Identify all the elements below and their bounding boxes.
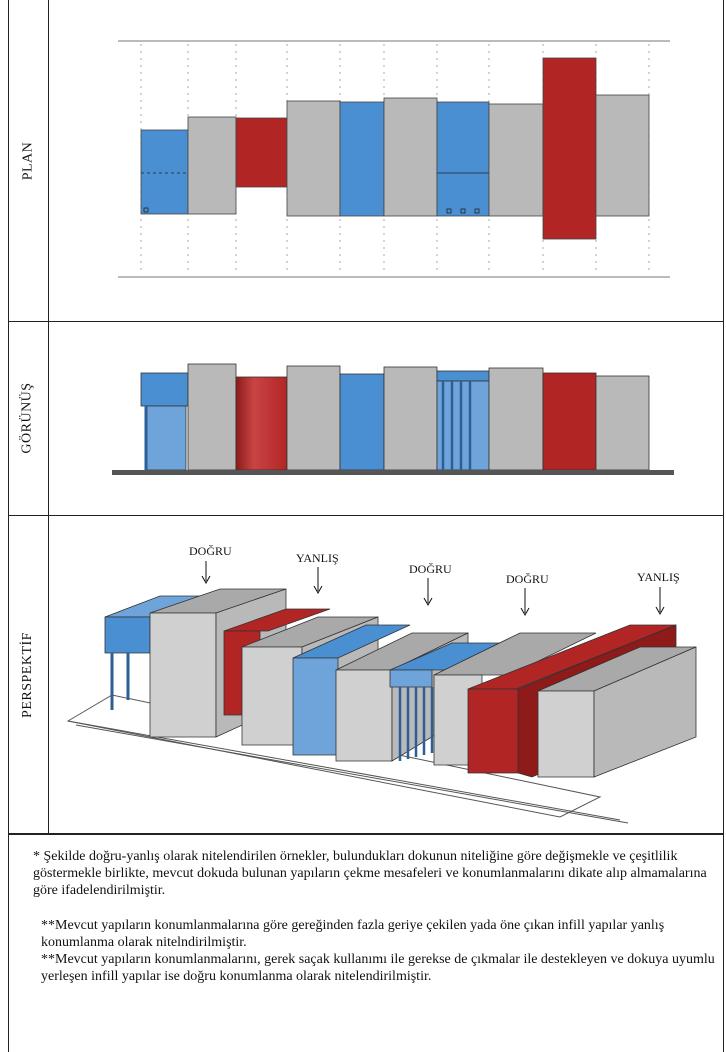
row-divider-plan-elevation xyxy=(8,321,724,322)
plan-building-10 xyxy=(595,94,650,217)
annotation-label-1: DOĞRU xyxy=(189,544,232,558)
elevation-building-10 xyxy=(595,375,650,471)
elevation-building-8 xyxy=(488,367,544,471)
notes-section: * Şekilde doğru-yanlış olarak nitelendir… xyxy=(8,834,724,1052)
elevation-building-5 xyxy=(339,373,385,471)
elevation-building-3 xyxy=(235,376,288,471)
perspective-building-9-front xyxy=(467,688,519,774)
elevation-building-4 xyxy=(286,365,341,471)
row-divider-perspective-notes xyxy=(8,834,724,835)
annotation-arrow-3 xyxy=(423,597,433,607)
elevation-ground-line xyxy=(112,470,674,475)
note-1: * Şekilde doğru-yanlış olarak nitelendir… xyxy=(33,849,707,898)
note-3: **Mevcut yapıların konumlanmalarını, ger… xyxy=(41,952,715,984)
perspective-building-6-front xyxy=(335,669,393,762)
plan-building-4 xyxy=(286,100,341,217)
plan-building-8 xyxy=(488,103,544,217)
note-2: **Mevcut yapıların konumlanmalarına göre… xyxy=(41,918,665,950)
perspective-building-5-front xyxy=(292,657,339,756)
elevation-building-2 xyxy=(187,363,237,471)
elevation-building-6 xyxy=(383,366,438,471)
elevation-building-1-body xyxy=(145,405,187,471)
plan-building-3 xyxy=(235,117,288,188)
plan-building-7 xyxy=(436,101,490,217)
perspective-building-2-front xyxy=(149,612,217,738)
annotation-label-4: DOĞRU xyxy=(506,572,549,586)
perspective-building-10-front xyxy=(537,690,595,778)
plan-building-6 xyxy=(383,97,438,217)
elevation-drawing xyxy=(112,363,674,475)
annotation-arrow-4 xyxy=(520,607,530,617)
annotation-arrow-1 xyxy=(201,575,211,585)
plan-building-2 xyxy=(187,116,237,215)
elevation-building-7-body xyxy=(436,380,490,471)
annotation-arrow-2 xyxy=(313,585,323,595)
annotation-label-3: DOĞRU xyxy=(409,562,452,576)
annotation-label-2: YANLIŞ xyxy=(296,551,339,565)
plan-building-9 xyxy=(542,57,597,240)
plan-building-1 xyxy=(140,129,189,215)
elevation-building-7-eave xyxy=(436,370,490,382)
perspective-annotations: DOĞRU YANLIŞ DOĞRU DOĞRU YANLIŞ xyxy=(189,544,680,617)
plan-building-5 xyxy=(339,101,385,217)
perspective-drawing: DOĞRU YANLIŞ DOĞRU DOĞRU YANLIŞ xyxy=(66,544,697,824)
perspective-building-7-front xyxy=(389,669,433,688)
perspective-building-8-roof xyxy=(433,632,597,676)
label-column-divider xyxy=(48,0,49,834)
elevation-building-9 xyxy=(542,372,597,471)
perspective-building-1-front xyxy=(104,616,151,654)
figure-frame xyxy=(8,0,724,834)
annotation-arrow-5 xyxy=(655,606,665,616)
elevation-building-1-eave xyxy=(140,372,189,407)
annotation-label-5: YANLIŞ xyxy=(637,570,680,584)
plan-drawing xyxy=(118,40,670,278)
row-divider-elevation-perspective xyxy=(8,515,724,516)
